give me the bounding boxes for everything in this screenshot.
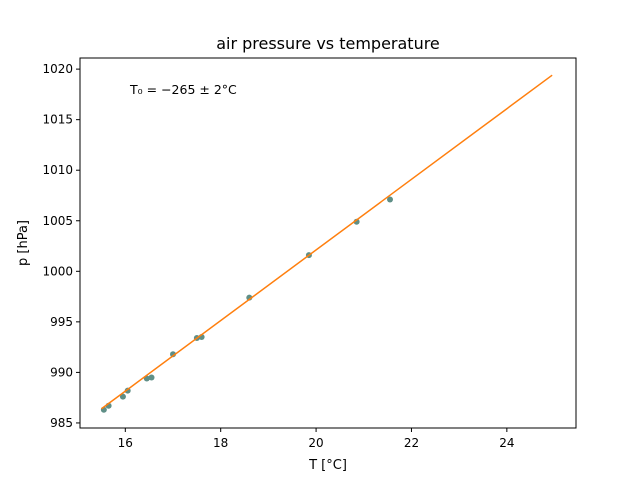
series-layer xyxy=(100,74,553,413)
x-tick-label: 22 xyxy=(404,436,419,450)
data-point xyxy=(119,393,126,400)
y-tick-label: 1005 xyxy=(42,214,73,228)
x-tick-label: 20 xyxy=(308,436,323,450)
data-point xyxy=(148,374,155,381)
y-tick-label: 990 xyxy=(50,365,73,379)
data-point xyxy=(387,196,393,203)
chart-title: air pressure vs temperature xyxy=(216,34,440,53)
x-tick-label: 18 xyxy=(213,436,228,450)
x-tick-label: 16 xyxy=(118,436,133,450)
annotation-text: T₀ = −265 ± 2°C xyxy=(129,82,237,97)
y-tick-label: 1020 xyxy=(42,62,73,76)
data-point xyxy=(170,351,176,358)
y-tick-label: 1000 xyxy=(42,264,73,278)
x-axis-label: T [°C] xyxy=(308,458,347,473)
y-axis-label: p [hPa] xyxy=(16,220,31,266)
y-tick-label: 1015 xyxy=(42,113,73,127)
plot-background xyxy=(80,58,576,428)
y-tick-label: 985 xyxy=(50,416,73,430)
plot-area xyxy=(79,57,577,429)
plot-frame xyxy=(79,57,577,429)
y-axis-ticks: 985 990 995 1000 1005 1010 1015 1020 xyxy=(42,62,80,430)
x-tick-label: 24 xyxy=(499,436,514,450)
fit-line xyxy=(101,74,553,410)
y-tick-label: 1010 xyxy=(42,163,73,177)
y-tick-label: 995 xyxy=(50,315,73,329)
x-axis-ticks: 16 18 20 22 24 xyxy=(118,428,514,450)
